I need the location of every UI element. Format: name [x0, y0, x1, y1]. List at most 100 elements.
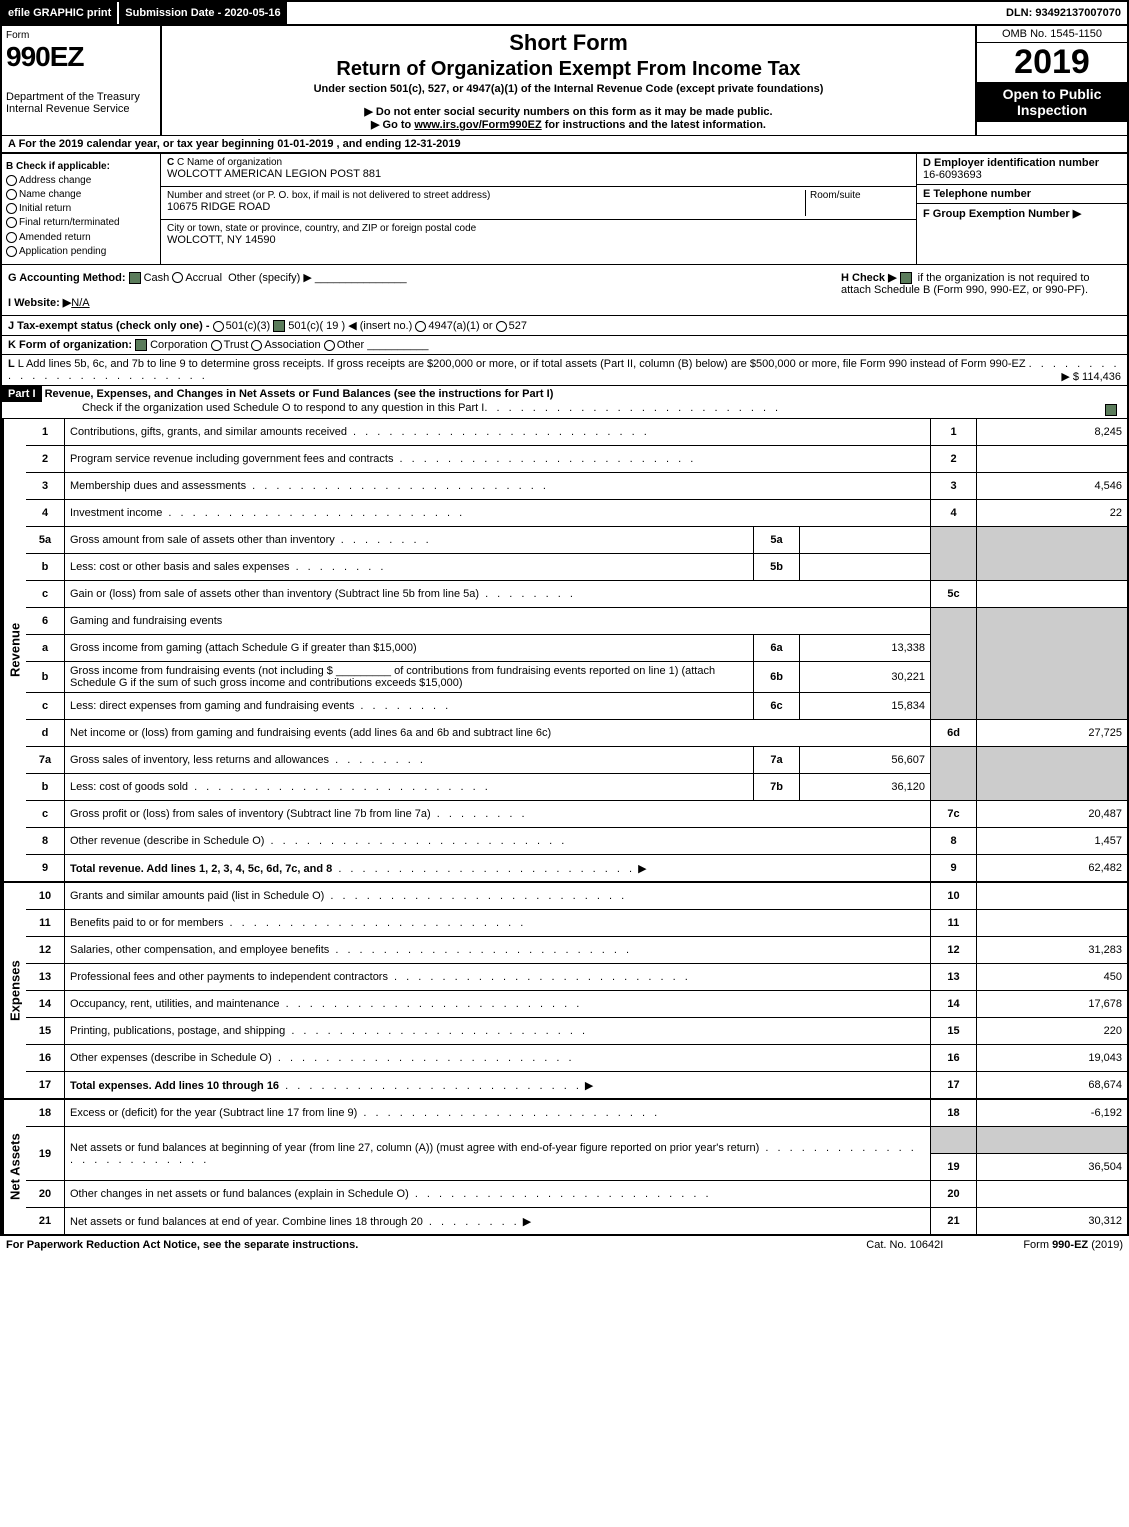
line-18-desc: Excess or (deficit) for the year (Subtra… [70, 1107, 357, 1119]
h-check-label: H Check ▶ [841, 272, 897, 284]
opt-assoc: Association [264, 339, 320, 351]
omb-number: OMB No. 1545-1150 [977, 26, 1127, 43]
line-7a-col: 7a [754, 747, 800, 774]
line-10-amt [977, 883, 1128, 910]
main-title: Return of Organization Exempt From Incom… [166, 58, 971, 81]
line-6b-desc: Gross income from fundraising events (no… [65, 662, 754, 693]
line-6a-desc: Gross income from gaming (attach Schedul… [65, 635, 754, 662]
line-5a-amt [800, 527, 931, 554]
line-7b-col: 7b [754, 774, 800, 801]
expenses-side-label: Expenses [2, 883, 26, 1098]
opt-501c3: 501(c)(3) [226, 320, 271, 332]
warning-2: ▶ Go to www.irs.gov/Form990EZ for instru… [166, 118, 971, 131]
line-11-desc: Benefits paid to or for members [70, 917, 223, 929]
checkbox-cash[interactable] [129, 272, 141, 284]
line-14-amt: 17,678 [977, 991, 1128, 1018]
line-15-amt: 220 [977, 1018, 1128, 1045]
top-bar: efile GRAPHIC print Submission Date - 20… [0, 0, 1129, 26]
checkbox-4947[interactable] [415, 321, 426, 332]
open-to-public: Open to Public Inspection [977, 82, 1127, 122]
line-21-num: 21 [26, 1208, 65, 1235]
line-1-desc: Contributions, gifts, grants, and simila… [70, 426, 347, 438]
line-8-num: 8 [26, 828, 65, 855]
checkbox-final-return[interactable] [6, 217, 17, 228]
subtitle: Under section 501(c), 527, or 4947(a)(1)… [166, 83, 971, 95]
line-6-num: 6 [26, 608, 65, 635]
line-6a-num: a [26, 635, 65, 662]
line-11-amt [977, 910, 1128, 937]
opt-initial-return: Initial return [19, 203, 71, 214]
efile-button[interactable]: efile GRAPHIC print [2, 2, 119, 24]
line-6b-num: b [26, 662, 65, 693]
checkbox-schedule-o[interactable] [1105, 404, 1117, 416]
line-14-desc: Occupancy, rent, utilities, and maintena… [70, 998, 280, 1010]
line-5a-desc: Gross amount from sale of assets other t… [70, 534, 335, 546]
page-footer: For Paperwork Reduction Act Notice, see … [0, 1236, 1129, 1254]
street-address: 10675 RIDGE ROAD [167, 201, 805, 213]
website-value: N/A [71, 297, 89, 309]
line-16-desc: Other expenses (describe in Schedule O) [70, 1052, 272, 1064]
line-17-desc: Total expenses. Add lines 10 through 16 [70, 1080, 279, 1092]
checkbox-assoc[interactable] [251, 340, 262, 351]
line-20-num: 20 [26, 1181, 65, 1208]
checkbox-501c[interactable] [273, 320, 285, 332]
submission-date: Submission Date - 2020-05-16 [119, 2, 286, 24]
line-4-desc: Investment income [70, 507, 162, 519]
line-13-desc: Professional fees and other payments to … [70, 971, 388, 983]
line-21-desc: Net assets or fund balances at end of ye… [70, 1216, 423, 1228]
netassets-section: Net Assets 18Excess or (deficit) for the… [0, 1100, 1129, 1236]
ein-value: 16-6093693 [923, 169, 982, 181]
line-12-num: 12 [26, 937, 65, 964]
form-number: 990EZ [6, 41, 156, 73]
line-2-num: 2 [26, 446, 65, 473]
line-17-amt: 68,674 [977, 1072, 1128, 1099]
checkbox-name-change[interactable] [6, 189, 17, 200]
checkbox-527[interactable] [496, 321, 507, 332]
tax-year: 2019 [977, 43, 1127, 82]
part1-label: Part I [2, 386, 42, 402]
group-exemption-label: F Group Exemption Number ▶ [923, 208, 1081, 220]
checkbox-initial-return[interactable] [6, 203, 17, 214]
line-5c-amt [977, 581, 1128, 608]
line-20-amt [977, 1181, 1128, 1208]
line-4-amt: 22 [977, 500, 1128, 527]
line-16-amt: 19,043 [977, 1045, 1128, 1072]
expenses-section: Expenses 10Grants and similar amounts pa… [0, 883, 1129, 1100]
line-3-desc: Membership dues and assessments [70, 480, 246, 492]
checkbox-other-org[interactable] [324, 340, 335, 351]
expenses-table: 10Grants and similar amounts paid (list … [26, 883, 1127, 1098]
checkbox-accrual[interactable] [172, 272, 183, 283]
line-5b-desc: Less: cost or other basis and sales expe… [70, 561, 290, 573]
line-1-amt: 8,245 [977, 419, 1128, 446]
row-a-calendar-year: A For the 2019 calendar year, or tax yea… [0, 135, 1129, 154]
opt-4947: 4947(a)(1) or [428, 320, 492, 332]
checkbox-501c3[interactable] [213, 321, 224, 332]
form-header: Form 990EZ Department of the Treasury In… [0, 26, 1129, 135]
checkbox-corp[interactable] [135, 339, 147, 351]
opt-app-pending: Application pending [19, 246, 106, 257]
opt-501c: 501(c)( 19 ) ◀ (insert no.) [288, 320, 412, 332]
line-6c-num: c [26, 693, 65, 720]
checkbox-amended[interactable] [6, 232, 17, 243]
opt-address-change: Address change [19, 175, 91, 186]
line-6b-col: 6b [754, 662, 800, 693]
checkbox-app-pending[interactable] [6, 246, 17, 257]
short-form-title: Short Form [166, 30, 971, 56]
row-g-h: G Accounting Method: Cash Accrual Other … [0, 265, 1129, 316]
checkbox-h[interactable] [900, 272, 912, 284]
line-5c-col: 5c [931, 581, 977, 608]
footer-mid: Cat. No. 10642I [866, 1239, 943, 1251]
line-4-num: 4 [26, 500, 65, 527]
form-word: Form [6, 30, 156, 41]
irs-link[interactable]: www.irs.gov/Form990EZ [414, 119, 541, 131]
col-b-label: B Check if applicable: [6, 161, 110, 172]
i-website-label: I Website: ▶ [8, 297, 71, 309]
part1-title: Revenue, Expenses, and Changes in Net As… [45, 388, 554, 400]
line-7c-desc: Gross profit or (loss) from sales of inv… [70, 808, 431, 820]
warning-1: ▶ Do not enter social security numbers o… [166, 105, 971, 118]
checkbox-trust[interactable] [211, 340, 222, 351]
revenue-section: Revenue 1Contributions, gifts, grants, a… [0, 419, 1129, 883]
checkbox-address-change[interactable] [6, 175, 17, 186]
telephone-label: E Telephone number [923, 188, 1031, 200]
line-7a-num: 7a [26, 747, 65, 774]
